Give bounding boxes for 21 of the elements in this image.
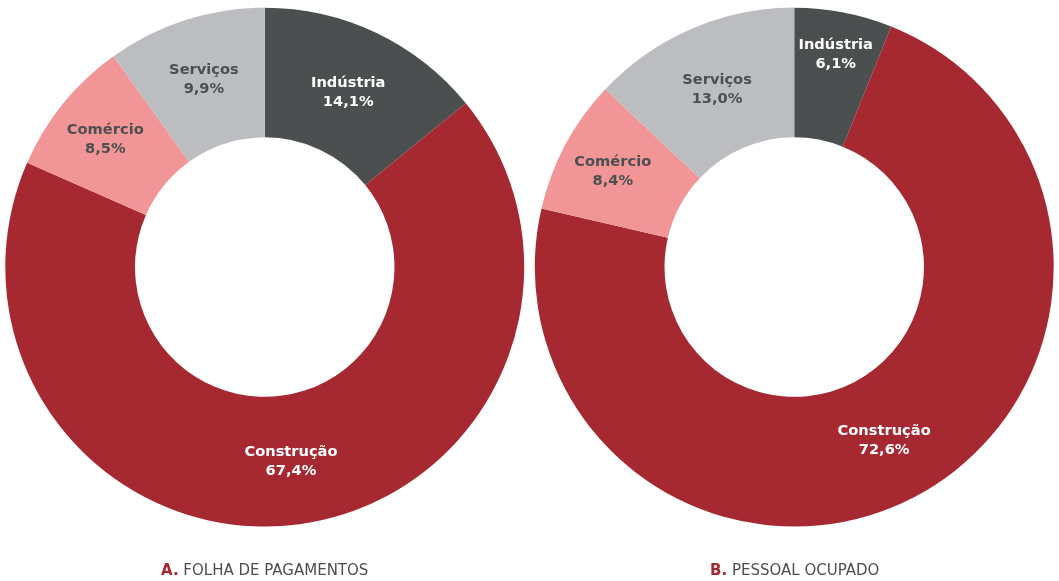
donut-slice	[534, 26, 1054, 527]
slice-label: Comércio	[66, 119, 144, 137]
data-label: 67,4%	[265, 460, 317, 478]
data-label: 6,1%	[815, 53, 857, 71]
data-label: 8,4%	[592, 170, 634, 188]
slice-label: Construção	[244, 441, 338, 459]
slice-label: Serviços	[169, 59, 240, 77]
donut-slice	[794, 7, 892, 147]
data-label: 14,1%	[322, 91, 374, 109]
data-label: 9,9%	[183, 78, 225, 96]
data-label: 13,0%	[691, 89, 743, 107]
slice-label: Construção	[837, 421, 931, 439]
slice-label: Indústria	[798, 34, 873, 52]
data-label: 8,5%	[84, 138, 126, 156]
data-label: 72,6%	[858, 440, 910, 458]
slice-label: Comércio	[574, 151, 652, 169]
donut-slice	[264, 7, 466, 186]
slice-label: Serviços	[682, 70, 753, 88]
text: A. FOLHA DE PAGAMENTOS	[161, 561, 369, 579]
slice-label: Indústria	[310, 72, 386, 90]
text: B. PESSOAL OCUPADO	[710, 561, 880, 579]
